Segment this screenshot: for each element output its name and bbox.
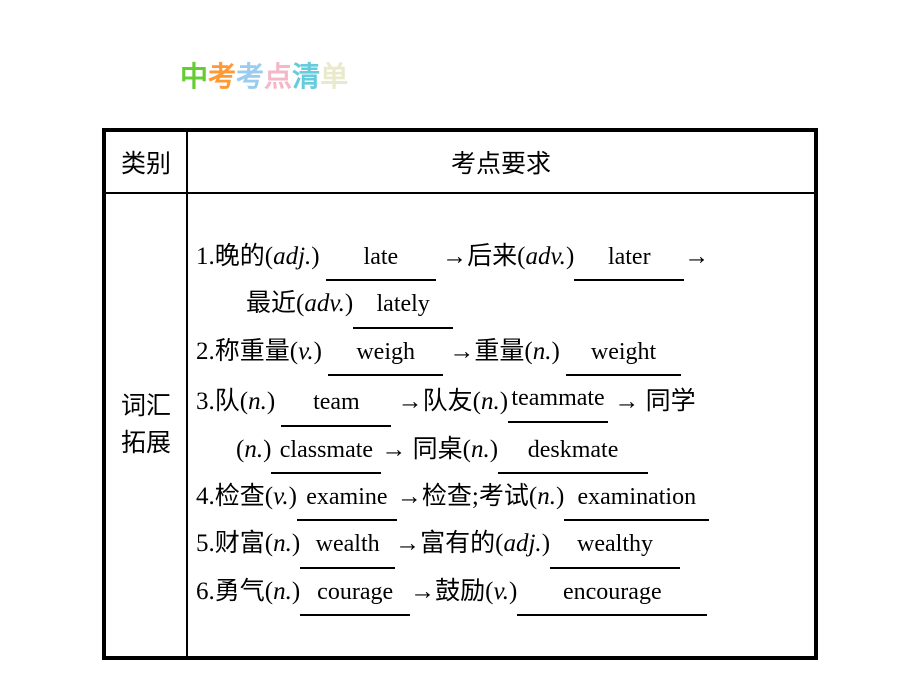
item-2: 2.称重量(v.) weigh →重量(n.) weight <box>196 329 808 376</box>
answer-blank: team <box>281 380 391 426</box>
answer-blank: examination <box>564 475 709 521</box>
main-table: 类别 考点要求 词汇 拓展 1.晚的(adj.) late →后来(adv.)l… <box>102 128 818 660</box>
answer-blank: examine <box>297 475 397 521</box>
table-body-row: 词汇 拓展 1.晚的(adj.) late →后来(adv.)later→ 最近… <box>105 193 815 657</box>
header-requirement: 考点要求 <box>187 131 815 193</box>
page-title: 中考考点清单 <box>180 55 348 95</box>
title-char: 中 <box>180 55 208 95</box>
item-6: 6.勇气(n.)courage→鼓励(v.)encourage <box>196 569 808 616</box>
title-char: 考 <box>208 55 236 95</box>
title-char: 点 <box>264 55 292 95</box>
side-label: 词汇 拓展 <box>105 193 187 657</box>
answer-blank: encourage <box>517 570 707 616</box>
item-4: 4.检查(v.)examine→检查;考试(n.)examination <box>196 474 808 521</box>
title-char: 单 <box>320 55 348 95</box>
header-category: 类别 <box>105 131 187 193</box>
item-3a: 3.队(n.) team →队友(n.)teammate → 同学 <box>196 376 808 426</box>
answer-blank: weight <box>566 330 681 376</box>
answer-blank: deskmate <box>498 428 648 474</box>
answer-blank: wealth <box>300 522 395 568</box>
answer-blank: courage <box>300 570 410 616</box>
table-header-row: 类别 考点要求 <box>105 131 815 193</box>
answer-blank: classmate <box>271 428 381 474</box>
answer-blank: lately <box>353 282 453 328</box>
answer-blank: late <box>326 235 436 281</box>
answer-blank: teammate <box>508 376 608 422</box>
title-char: 考 <box>236 55 264 95</box>
item-1b: 最近(adv.)lately <box>196 281 808 328</box>
item-5: 5.财富(n.)wealth→富有的(adj.)wealthy <box>196 521 808 568</box>
content-cell: 1.晚的(adj.) late →后来(adv.)later→ 最近(adv.)… <box>187 193 815 657</box>
answer-blank: wealthy <box>550 522 680 568</box>
answer-blank: later <box>574 235 684 281</box>
item-3b: (n.)classmate→ 同桌(n.)deskmate <box>196 427 808 474</box>
answer-blank: weigh <box>328 330 443 376</box>
title-char: 清 <box>292 55 320 95</box>
item-1a: 1.晚的(adj.) late →后来(adv.)later→ <box>196 234 808 281</box>
